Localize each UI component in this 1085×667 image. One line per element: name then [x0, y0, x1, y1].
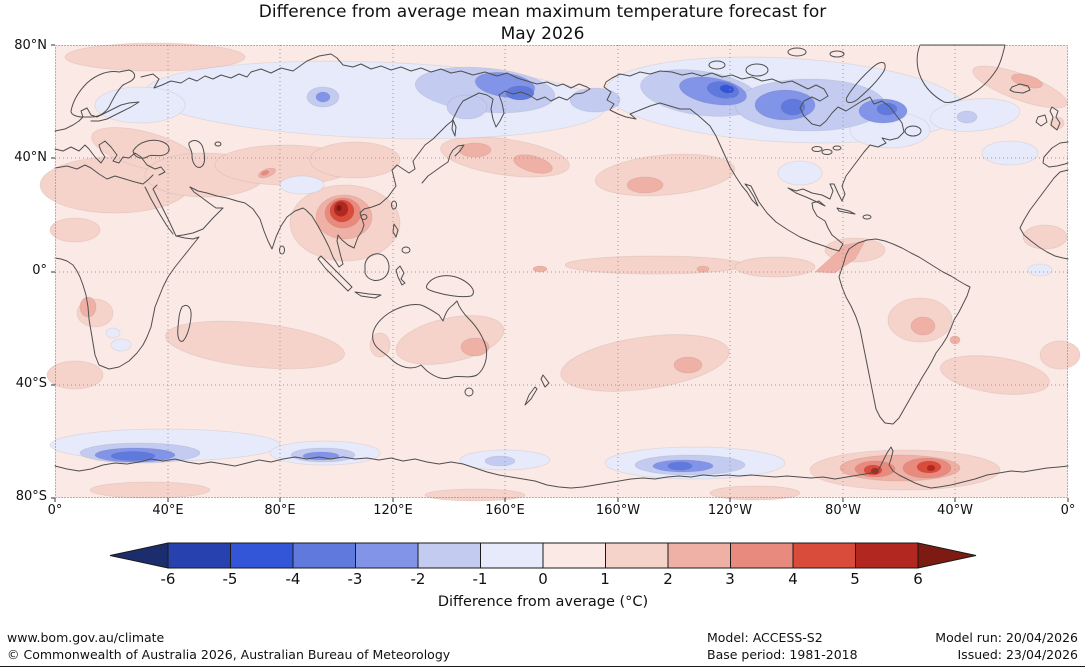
colorbar-tick-label: 3 — [725, 570, 735, 588]
colorbar-tick-label: -3 — [347, 570, 363, 588]
colorbar-cell — [605, 542, 669, 569]
x-tick-label: 120°E — [373, 503, 413, 518]
colorbar-cell — [667, 542, 731, 569]
y-tick-label: 80°S — [15, 489, 47, 504]
colorbar-left-arrow — [109, 542, 169, 569]
y-tick-label: 80°N — [14, 38, 47, 53]
x-tick-label: 40°E — [152, 503, 184, 518]
plot-title-line-2: May 2026 — [500, 24, 585, 44]
colorbar-cell — [355, 542, 419, 569]
colorbar-cell — [230, 542, 294, 569]
footer-model-run: Model run: 20/04/2026 — [935, 630, 1078, 645]
graticule — [55, 45, 1068, 498]
colorbar-tick-label: 1 — [600, 570, 610, 588]
colorbar-tick-label: -1 — [472, 570, 488, 588]
colorbar-tick-label: 5 — [850, 570, 860, 588]
colorbar-cell — [292, 542, 356, 569]
colorbar-cell — [730, 542, 794, 569]
footer-run-info: Model run: 20/04/2026 Issued: 23/04/2026 — [935, 629, 1078, 663]
plot-title-line-1: Difference from average mean maximum tem… — [258, 2, 827, 22]
axis-ticks — [51, 44, 1069, 502]
x-tick-label: 0° — [1060, 503, 1076, 518]
y-tick-label: 0° — [32, 263, 47, 278]
colorbar-tick-label: -2 — [410, 570, 426, 588]
footer-issued: Issued: 23/04/2026 — [957, 647, 1079, 662]
colorbar-cell — [792, 542, 856, 569]
colorbar-axis-label: Difference from average (°C) — [437, 594, 649, 610]
map-plot — [39, 42, 1081, 502]
colorbar-tick-label: 4 — [788, 570, 798, 588]
colorbar-tick-label: -6 — [160, 570, 176, 588]
colorbar-cell — [542, 542, 606, 569]
footer-copyright: © Commonwealth of Australia 2026, Austra… — [7, 647, 451, 662]
colorbar-tick-label: -4 — [285, 570, 301, 588]
colorbar-tick-label: -5 — [222, 570, 238, 588]
colorbar-cell — [855, 542, 919, 569]
footer-left: www.bom.gov.au/climate © Commonwealth of… — [7, 629, 450, 663]
colorbar-tick-label: 6 — [913, 570, 923, 588]
x-tick-label: 80°E — [264, 503, 296, 518]
x-tick-label: 40°W — [937, 503, 973, 518]
footer-model: Model: ACCESS-S2 — [707, 630, 823, 645]
colorbar-cell — [417, 542, 481, 569]
x-tick-label: 0° — [47, 503, 63, 518]
colorbar — [109, 542, 977, 569]
plot-title: Difference from average mean maximum tem… — [0, 1, 1085, 45]
x-tick-label: 120°W — [707, 503, 753, 518]
footer-website-url: www.bom.gov.au/climate — [7, 630, 165, 645]
x-tick-label: 80°W — [825, 503, 861, 518]
colorbar-tick-label: 2 — [663, 570, 673, 588]
anomaly-fields — [39, 42, 1081, 502]
colorbar-tick-label: 0 — [538, 570, 548, 588]
y-tick-label: 40°S — [15, 376, 47, 391]
x-tick-label: 160°W — [595, 503, 641, 518]
colorbar-cell — [167, 542, 231, 569]
world-anomaly-map — [39, 42, 1081, 502]
colorbar-right-arrow — [917, 542, 977, 569]
colorbar-cell — [480, 542, 544, 569]
footer-model-info: Model: ACCESS-S2 Base period: 1981-2018 — [707, 629, 858, 663]
footer-base-period: Base period: 1981-2018 — [707, 647, 858, 662]
x-tick-label: 160°E — [485, 503, 525, 518]
coastlines — [54, 44, 1069, 489]
y-tick-label: 40°N — [14, 150, 47, 165]
